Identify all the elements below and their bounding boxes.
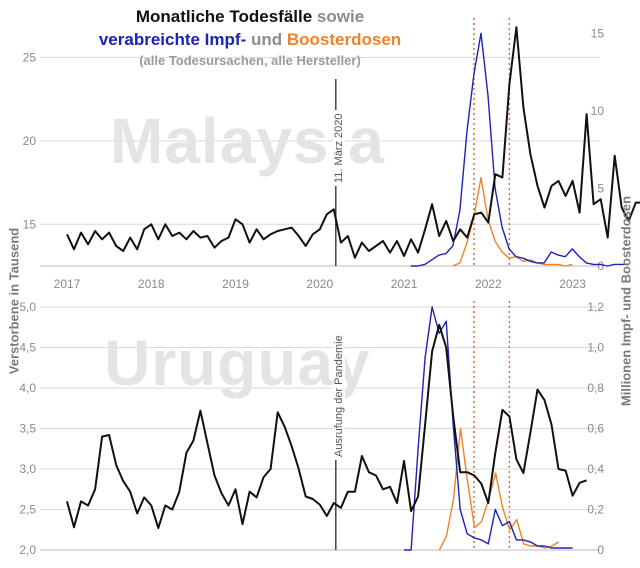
y-tick-right-malaysia: 5 [597, 181, 604, 195]
title-boosters: Boosterdosen [286, 30, 402, 49]
x-tick-label: 2020 [306, 277, 333, 291]
y-tick-left-malaysia: 20 [23, 134, 37, 148]
title-deaths: Monatliche Todesfälle [135, 7, 313, 26]
y-tick-left-uruguay: 4,0 [19, 381, 36, 395]
y-tick-right-uruguay: 0,8 [587, 381, 604, 395]
series-deaths-malaysia [66, 26, 640, 259]
y-tick-left-malaysia: 15 [23, 217, 37, 231]
x-tick-label: 2021 [391, 277, 418, 291]
y-tick-left-uruguay: 5,0 [19, 300, 36, 314]
y-tick-right-malaysia: 10 [591, 104, 605, 118]
series-deaths-uruguay [66, 323, 587, 530]
annotation-uruguay: Ausrufung der Pandemie [333, 332, 345, 460]
x-tick-label: 2019 [222, 277, 249, 291]
y-tick-right-malaysia: 15 [591, 26, 605, 40]
y-tick-left-uruguay: 3,5 [19, 422, 36, 436]
title-subtitle: (alle Todesursachen, alle Hersteller) [139, 53, 361, 68]
x-tick-label: 2018 [138, 277, 165, 291]
y-tick-left-uruguay: 2,5 [19, 503, 36, 517]
left-axis-label: Verstorbene in Tausend [6, 227, 22, 375]
chart-title: Monatliche Todesfälle sowie verabreichte… [40, 6, 460, 70]
x-tick-label: 2017 [54, 277, 81, 291]
y-tick-right-uruguay: 0,6 [587, 422, 604, 436]
title-vaccinations: verabreichte Impf- [98, 30, 247, 49]
y-tick-left-uruguay: 2,0 [19, 543, 36, 557]
title-line-1: Monatliche Todesfälle sowie [40, 6, 460, 28]
title-line-2: verabreichte Impf- und Boosterdosen [40, 28, 460, 52]
y-tick-right-uruguay: 0,2 [587, 503, 604, 517]
y-tick-right-uruguay: 1,2 [587, 300, 604, 314]
y-tick-left-uruguay: 3,0 [19, 462, 36, 476]
right-axis-label: Millionen Impf- und Boosterdosen [618, 195, 634, 407]
title-und: und [250, 30, 283, 49]
title-sowie: sowie [316, 7, 365, 26]
annotation-malaysia: 11. März 2020 [333, 110, 345, 186]
x-tick-label: 2023 [559, 277, 586, 291]
y-tick-left-uruguay: 4,5 [19, 341, 36, 355]
y-tick-right-uruguay: 0 [597, 543, 604, 557]
watermark-uruguay: Uruguay [104, 327, 371, 399]
series-vaccinations-malaysia [410, 32, 629, 267]
x-tick-label: 2022 [475, 277, 502, 291]
y-tick-right-malaysia: 0 [597, 259, 604, 273]
y-tick-left-malaysia: 25 [23, 50, 37, 64]
series-vaccinations-uruguay [404, 306, 573, 551]
y-tick-right-uruguay: 1,0 [587, 341, 604, 355]
y-tick-right-uruguay: 0,4 [587, 462, 604, 476]
